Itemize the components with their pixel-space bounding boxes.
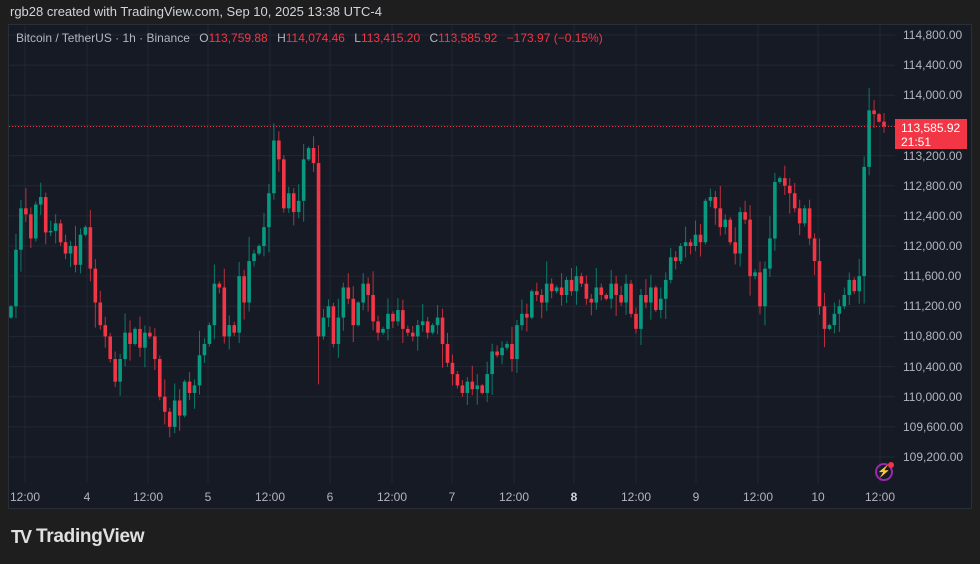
high-value: 114,074.46	[285, 31, 345, 45]
time-tick-label: 9	[692, 490, 700, 504]
time-tick-label: 12:00	[864, 490, 896, 504]
close-label: C	[429, 31, 439, 45]
time-tick-label: 12:00	[498, 490, 530, 504]
open-value: 113,759.88	[208, 31, 268, 45]
open-label: O	[199, 31, 209, 45]
price-tick-label: 114,800.00	[903, 28, 963, 42]
time-tick-label: 12:00	[132, 490, 164, 504]
time-tick-label: 5	[204, 490, 212, 504]
chart-frame[interactable]	[8, 24, 972, 509]
time-tick-label: 8	[570, 490, 578, 504]
symbol-legend: Bitcoin / TetherUS · 1h · Binance O113,7…	[16, 31, 603, 45]
low-value: 113,415.20	[360, 31, 421, 45]
time-tick-label: 12:00	[620, 490, 652, 504]
price-tick-label: 110,000.00	[903, 389, 963, 404]
low-label: L	[354, 31, 361, 45]
change-value: −173.97 (−0.15%)	[506, 31, 603, 45]
price-tick-label: 111,200.00	[903, 299, 962, 314]
price-tick-label: 114,400.00	[903, 58, 963, 73]
flash-alert-icon[interactable]: ⚡	[875, 462, 894, 481]
price-tick-label: 113,200.00	[903, 148, 963, 163]
price-tick-label: 112,400.00	[903, 208, 963, 223]
last-price-tag: 113,585.92 21:51	[895, 119, 967, 149]
time-tick-label: 12:00	[742, 490, 774, 504]
last-price-value: 113,585.92	[901, 121, 961, 135]
price-tick-label: 114,000.00	[903, 88, 963, 103]
chart-credit: rgb28 created with TradingView.com, Sep …	[10, 4, 382, 19]
time-tick-label: 12:00	[254, 490, 286, 504]
logo-text: TradingView	[36, 526, 145, 547]
high-label: H	[277, 31, 286, 45]
tradingview-logo: TV TradingView	[11, 526, 145, 548]
price-tick-label: 112,000.00	[903, 239, 963, 253]
price-tick-label: 110,400.00	[903, 359, 963, 374]
notification-dot	[888, 462, 894, 468]
price-tick-label: 110,800.00	[903, 329, 963, 344]
time-tick-label: 4	[83, 490, 91, 504]
time-tick-label: 6	[326, 490, 334, 504]
price-tick-label: 109,200.00	[903, 450, 964, 464]
time-tick-label: 12:00	[376, 490, 408, 504]
bar-countdown: 21:51	[901, 135, 932, 149]
tv-logo-icon: TV	[11, 526, 32, 547]
close-value: 113,585.92	[438, 31, 498, 45]
symbol-title[interactable]: Bitcoin / TetherUS · 1h · Binance	[16, 31, 190, 45]
price-tick-label: 109,600.00	[903, 419, 964, 434]
time-tick-label: 10	[811, 490, 825, 504]
time-tick-label: 7	[448, 490, 456, 504]
price-tick-label: 112,800.00	[903, 178, 963, 193]
price-tick-label: 111,600.00	[903, 269, 962, 284]
time-tick-label: 12:00	[9, 490, 41, 504]
